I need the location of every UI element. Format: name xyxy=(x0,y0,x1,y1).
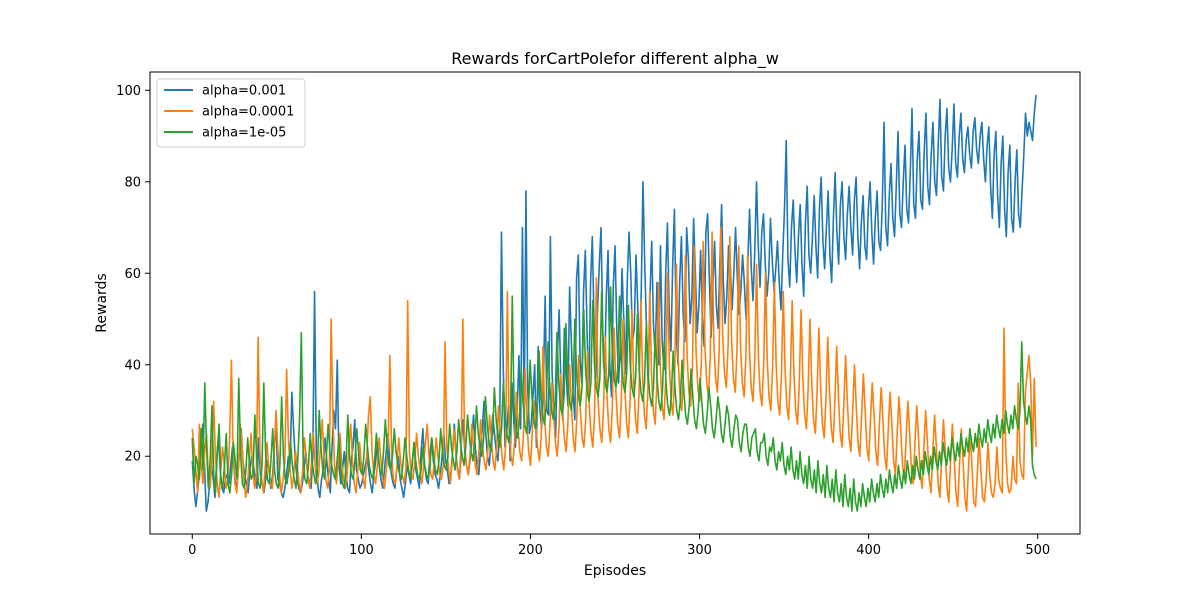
y-tick-label: 60 xyxy=(124,267,141,282)
series-line-alpha-1e-05 xyxy=(191,286,1037,512)
x-tick-label: 100 xyxy=(349,543,374,558)
x-tick-label: 200 xyxy=(518,543,543,558)
y-axis-label: Rewards xyxy=(94,273,110,332)
x-axis: 0 100 200 300 400 500 xyxy=(188,534,1050,558)
legend-label: alpha=1e-05 xyxy=(202,126,286,141)
x-tick-label: 400 xyxy=(856,543,881,558)
legend: alpha=0.001 alpha=0.0001 alpha=1e-05 xyxy=(156,78,306,148)
chart-title: Rewards forCartPolefor different alpha_w xyxy=(451,49,779,69)
y-tick-label: 40 xyxy=(124,358,141,373)
y-axis: 20 40 60 80 100 xyxy=(116,84,150,465)
plot-frame xyxy=(149,71,1081,535)
y-tick-label: 80 xyxy=(124,175,141,190)
series-layer xyxy=(191,94,1037,512)
legend-label: alpha=0.0001 xyxy=(202,105,294,120)
x-tick-label: 500 xyxy=(1025,543,1050,558)
y-tick-label: 20 xyxy=(124,450,141,465)
x-tick-label: 0 xyxy=(188,543,196,558)
x-axis-label: Episodes xyxy=(584,563,646,579)
y-tick-label: 100 xyxy=(116,84,141,99)
legend-label: alpha=0.001 xyxy=(202,84,286,99)
x-tick-label: 300 xyxy=(687,543,712,558)
legend-box xyxy=(156,78,306,148)
